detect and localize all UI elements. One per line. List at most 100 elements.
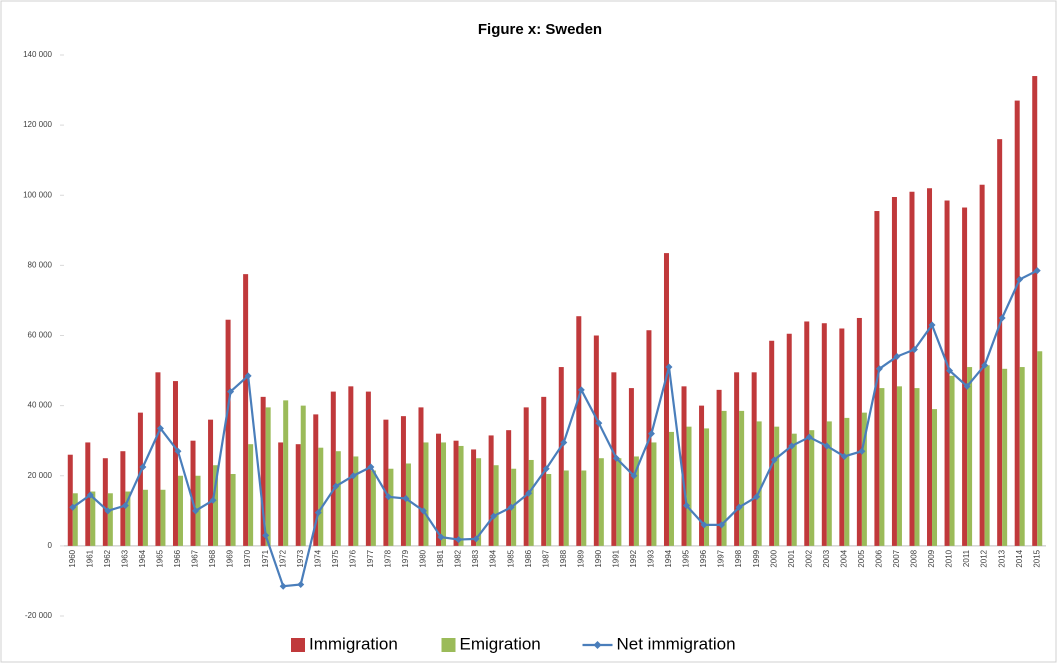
bar [967, 367, 973, 546]
line-marker [735, 503, 743, 511]
x-tick-label: 2000 [769, 549, 778, 567]
bar [107, 493, 113, 546]
x-tick-label: 1961 [85, 549, 94, 567]
y-tick-label: 40 000 [28, 401, 53, 410]
bar [839, 328, 845, 546]
bar [734, 372, 740, 546]
bar [914, 388, 920, 546]
line-marker [910, 346, 918, 354]
line-marker [86, 491, 94, 499]
x-tick-label: 1971 [261, 549, 270, 567]
line-marker [893, 353, 901, 361]
x-tick-label: 1996 [699, 549, 708, 567]
x-tick-label: 1991 [611, 549, 620, 567]
x-tick-label: 1968 [208, 549, 217, 567]
x-tick-label: 1995 [682, 549, 691, 567]
bar [248, 444, 254, 546]
bar [1014, 100, 1020, 546]
y-tick-label: 0 [48, 541, 53, 550]
bar [861, 412, 867, 546]
bar [879, 388, 885, 546]
x-tick-label: 1977 [366, 549, 375, 567]
x-tick-label: 1989 [576, 549, 585, 567]
bar [663, 253, 669, 546]
line-marker [139, 463, 147, 471]
x-tick-label: 1963 [120, 549, 129, 567]
line-marker [227, 388, 235, 396]
bar [769, 340, 775, 546]
line-marker [507, 503, 515, 511]
x-tick-label: 1967 [191, 549, 200, 567]
bar [1032, 76, 1038, 546]
x-tick-label: 1979 [401, 549, 410, 567]
bar [335, 451, 341, 546]
bar [962, 207, 968, 546]
line-marker [332, 482, 340, 490]
bar [243, 274, 249, 546]
bar [523, 407, 529, 546]
x-tick-label: 1974 [313, 549, 322, 567]
bar [225, 319, 231, 546]
legend-swatch [441, 638, 456, 652]
x-tick-label: 1965 [156, 549, 165, 567]
bar [984, 365, 990, 546]
bar [633, 456, 639, 546]
bar [295, 444, 301, 546]
line-marker [455, 536, 463, 544]
bar [651, 442, 657, 546]
x-tick-label: 2002 [804, 549, 813, 567]
line-marker [875, 365, 883, 373]
bar [668, 431, 674, 546]
bar [826, 421, 832, 546]
line-marker [981, 361, 989, 369]
y-tick-label: 120 000 [23, 120, 52, 129]
bar [383, 419, 389, 546]
legend-label: Immigration [309, 634, 398, 653]
x-tick-label: 1981 [436, 549, 445, 567]
line-marker [1033, 267, 1041, 275]
line-marker [630, 472, 638, 480]
bar [453, 440, 459, 546]
bar [739, 410, 745, 546]
bar [172, 381, 178, 546]
x-tick-label: 1986 [524, 549, 533, 567]
bar [190, 440, 196, 546]
line-marker [718, 521, 726, 529]
y-tick-label: 100 000 [23, 190, 52, 199]
x-tick-label: 2007 [892, 549, 901, 567]
bar [804, 321, 810, 546]
x-tick-label: 2003 [822, 549, 831, 567]
bar [1019, 367, 1025, 546]
x-tick-label: 2011 [962, 549, 971, 567]
x-tick-label: 2015 [1032, 549, 1041, 567]
bar [681, 386, 687, 546]
bar [476, 458, 482, 546]
x-tick-label: 2010 [945, 549, 954, 567]
x-tick-label: 2008 [910, 549, 919, 567]
line-marker [349, 472, 357, 480]
line-marker [963, 382, 971, 390]
bar [932, 409, 938, 546]
bar [686, 426, 692, 546]
line-marker [69, 503, 77, 511]
line-marker [928, 321, 936, 329]
y-tick-label: 60 000 [28, 331, 53, 340]
x-tick-label: 1978 [384, 549, 393, 567]
bar [283, 400, 289, 546]
x-tick-label: 1969 [226, 549, 235, 567]
x-tick-label: 2001 [787, 549, 796, 567]
x-tick-label: 1998 [734, 549, 743, 567]
line-marker [367, 463, 375, 471]
x-tick-label: 1999 [752, 549, 761, 567]
y-tick-label: 140 000 [23, 50, 52, 59]
line-marker [560, 438, 568, 446]
bar [493, 465, 499, 546]
line-marker [156, 424, 164, 432]
bar [313, 414, 319, 546]
bar [67, 454, 73, 546]
bar [927, 188, 933, 546]
line-marker [805, 433, 813, 441]
line-marker [700, 521, 708, 529]
